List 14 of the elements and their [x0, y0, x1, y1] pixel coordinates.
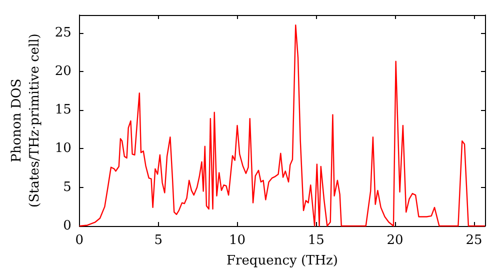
- y-axis-title: Phonon DOS (States/THz·primitive cell): [10, 33, 42, 208]
- x-tick-label: 15: [308, 233, 324, 248]
- x-tick-label: 25: [466, 233, 482, 248]
- y-tick-label: 10: [54, 141, 72, 156]
- y-tick-label: 0: [63, 218, 72, 234]
- y-tick-label: 5: [63, 180, 72, 195]
- x-tick-label: 20: [386, 233, 404, 248]
- y-tick-label: 20: [54, 64, 72, 79]
- x-tick-label: 5: [154, 233, 162, 248]
- x-tick-label: 10: [228, 233, 246, 248]
- x-axis-title: Frequency (THz): [226, 253, 338, 268]
- y-tick-label: 15: [54, 102, 72, 118]
- y-tick-label: 25: [54, 25, 72, 40]
- x-tick-label: 0: [75, 233, 84, 248]
